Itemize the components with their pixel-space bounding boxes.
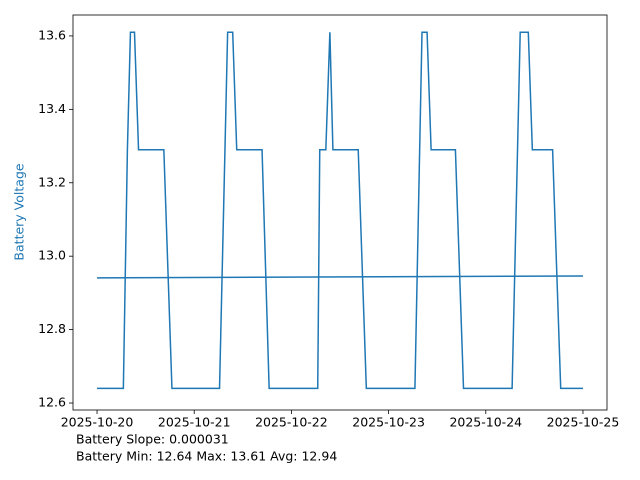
x-tick-label: 2025-10-25 <box>547 415 620 430</box>
annotation: Battery Slope: 0.000031 <box>76 432 229 447</box>
x-tick-label: 2025-10-23 <box>352 415 425 430</box>
x-tick-label: 2025-10-20 <box>61 415 134 430</box>
series-line <box>97 275 583 279</box>
x-tick-label: 2025-10-22 <box>255 415 328 430</box>
y-tick-label: 12.6 <box>38 395 66 410</box>
series-line <box>97 31 583 390</box>
y-tick-label: 13.4 <box>38 101 66 116</box>
y-axis-label: Battery Voltage <box>12 163 27 260</box>
y-tick-label: 13.2 <box>38 174 66 189</box>
y-tick-label: 13.0 <box>38 248 66 263</box>
x-tick-label: 2025-10-21 <box>158 415 231 430</box>
plot-frame <box>72 14 608 411</box>
y-tick-label: 13.6 <box>38 27 66 42</box>
annotation: Battery Min: 12.64 Max: 13.61 Avg: 12.94 <box>76 449 337 464</box>
y-tick-label: 12.8 <box>38 321 66 336</box>
x-tick-label: 2025-10-24 <box>449 415 522 430</box>
